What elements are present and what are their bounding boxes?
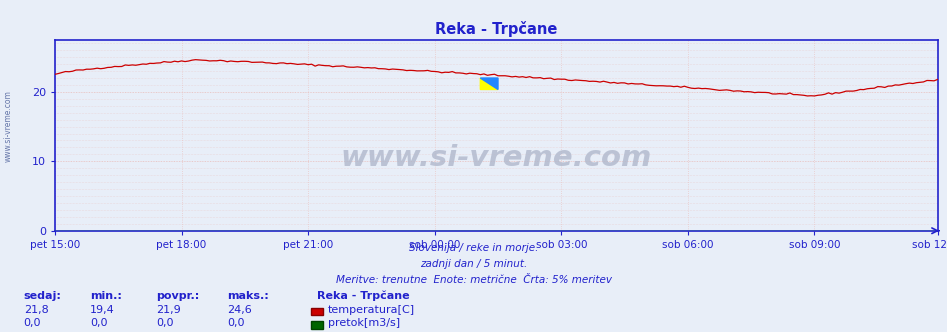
Text: sedaj:: sedaj:	[24, 291, 62, 301]
Text: 24,6: 24,6	[227, 305, 252, 315]
Polygon shape	[480, 78, 498, 89]
Text: 0,0: 0,0	[24, 318, 41, 328]
Text: 19,4: 19,4	[90, 305, 115, 315]
Text: povpr.:: povpr.:	[156, 291, 200, 301]
Text: 21,9: 21,9	[156, 305, 181, 315]
Text: Slovenija / reke in morje.: Slovenija / reke in morje.	[409, 243, 538, 253]
Text: 21,8: 21,8	[24, 305, 48, 315]
Text: Reka - Trpčane: Reka - Trpčane	[317, 291, 410, 301]
Text: maks.:: maks.:	[227, 291, 269, 301]
Text: 0,0: 0,0	[156, 318, 173, 328]
Text: zadnji dan / 5 minut.: zadnji dan / 5 minut.	[420, 259, 527, 269]
Text: temperatura[C]: temperatura[C]	[328, 305, 415, 315]
Text: Meritve: trenutne  Enote: metrične  Črta: 5% meritev: Meritve: trenutne Enote: metrične Črta: …	[335, 275, 612, 285]
Polygon shape	[480, 78, 498, 89]
Text: www.si-vreme.com: www.si-vreme.com	[4, 90, 13, 162]
Text: pretok[m3/s]: pretok[m3/s]	[328, 318, 400, 328]
Text: min.:: min.:	[90, 291, 122, 301]
Text: 0,0: 0,0	[227, 318, 244, 328]
Text: 0,0: 0,0	[90, 318, 107, 328]
Title: Reka - Trpčane: Reka - Trpčane	[435, 21, 558, 37]
Text: www.si-vreme.com: www.si-vreme.com	[341, 144, 652, 172]
